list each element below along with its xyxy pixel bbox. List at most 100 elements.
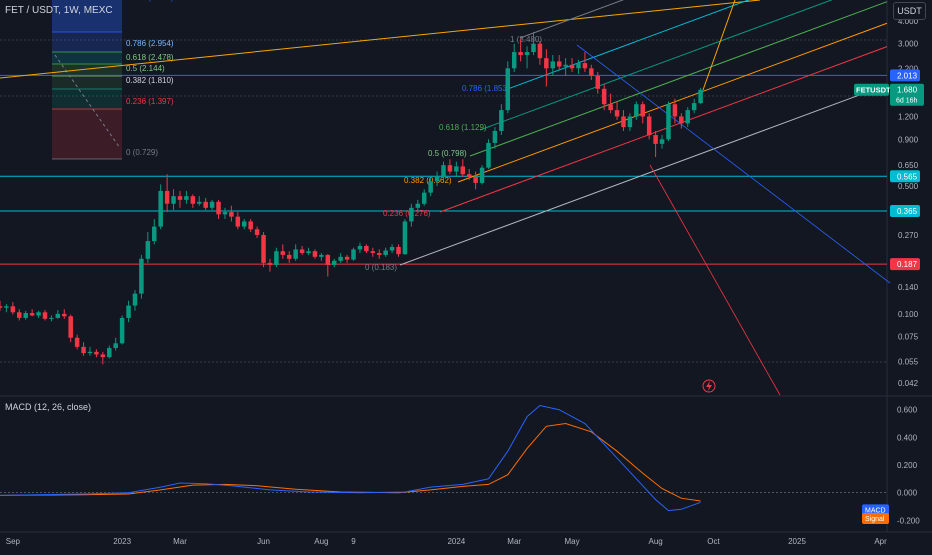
price-level-tag [890, 170, 920, 183]
candle-body [261, 234, 266, 263]
candle-body [319, 254, 324, 257]
fib-left-level-label: 0.382 (1.810) [126, 76, 174, 85]
candle-body [331, 260, 337, 265]
symbol-title: FET / USDT, 1W, MEXC [5, 5, 113, 16]
candle-body [672, 104, 678, 117]
candle-body [679, 116, 684, 124]
candle-body [402, 221, 408, 255]
fib-left-band [52, 109, 122, 159]
candle-body [49, 317, 54, 319]
candle-body [42, 312, 48, 319]
candle-body [126, 305, 131, 318]
candle-body [357, 245, 363, 250]
candle-body [68, 316, 73, 338]
fib-channel-line [439, 46, 888, 213]
time-axis-tick: Aug [648, 537, 662, 546]
candle-body [171, 196, 176, 204]
lightning-icon [702, 379, 716, 393]
price-level-tag-text: 0.565 [897, 172, 918, 181]
price-axis-tick: 0.042 [898, 379, 919, 388]
candle-body [351, 249, 356, 260]
time-axis-tick: Aug [314, 537, 328, 546]
candle-body [152, 226, 157, 242]
candle-body [74, 337, 80, 347]
candle-body [293, 249, 298, 259]
candle-body [17, 312, 22, 318]
candle-body [646, 116, 652, 136]
candle-body [184, 196, 189, 200]
candle-body [36, 312, 41, 316]
price-axis-tick: 2.200 [898, 64, 919, 73]
time-axis-tick: May [564, 537, 579, 546]
fib-channel-line [504, 0, 750, 91]
candle-body [87, 351, 93, 354]
lightning-icon [706, 381, 712, 391]
macd-axis-tick: 0.000 [897, 489, 918, 498]
macd-signal-line [0, 422, 701, 502]
time-axis-tick: Jun [257, 537, 270, 546]
price-axis-tick: 4.000 [898, 17, 919, 26]
time-axis-tick: Apr [874, 537, 887, 546]
blue-downtrend-line [576, 44, 891, 284]
fib-channel-level-label: 0.5 (0.798) [428, 149, 467, 158]
price-axis-tick: 0.055 [898, 357, 919, 366]
fib-channel-line [399, 84, 888, 266]
time-axis-tick: Sep [6, 537, 21, 546]
candle-body [338, 256, 343, 261]
symbol-tag-text: FETUSDT [856, 86, 891, 95]
candle-body [62, 313, 67, 317]
unit-button[interactable]: USDT [893, 2, 926, 20]
candle-body [653, 135, 658, 144]
candle-body [421, 192, 427, 204]
candle-body [454, 166, 459, 172]
candle-body [666, 104, 671, 140]
candle-body [10, 306, 16, 313]
fib-channel-line [469, 1, 888, 157]
fib-left-level-label: 0.618 (2.478) [126, 53, 174, 62]
candle-body [524, 52, 530, 56]
fib-left-band [52, 76, 122, 89]
time-axis-tick: Oct [707, 537, 720, 546]
candle-body [229, 212, 234, 217]
candle-body [434, 177, 440, 182]
time-axis-tick: Mar [507, 537, 521, 546]
candle-body [312, 251, 318, 257]
fib-left-band [52, 89, 122, 109]
candle-body [203, 201, 208, 208]
candle-body [145, 241, 151, 259]
price-axis-tick: 0.650 [898, 161, 919, 170]
candle-body [441, 165, 446, 178]
price-axis-tick: 1.200 [898, 112, 919, 121]
candle-body [280, 251, 286, 255]
fib-left-band [52, 32, 122, 52]
fib-left-band [52, 0, 122, 32]
candle-body [608, 104, 613, 111]
candle-body [0, 306, 3, 308]
time-axis-tick: 9 [351, 537, 356, 546]
candle-body [601, 88, 607, 105]
candle-body [447, 165, 453, 172]
fib-channel-level-label: 0.618 (1.129) [439, 123, 487, 132]
fib-left-band [52, 52, 122, 64]
candle-body [537, 43, 543, 59]
candle-body [376, 253, 382, 255]
candle-body [4, 306, 9, 308]
fib-left-level-label: 0.5 (2.144) [126, 64, 165, 73]
projection-line [702, 0, 736, 91]
symbol-tag [854, 83, 889, 96]
candle-body [254, 229, 260, 235]
candle-body [473, 177, 478, 183]
candle-body [492, 130, 498, 143]
fib-channel-line [519, 0, 625, 39]
candle-body [248, 221, 253, 230]
candle-body [576, 63, 581, 69]
macd-axis-tick: 0.400 [897, 433, 918, 442]
candle-body [299, 249, 305, 254]
candle-body [428, 181, 433, 193]
macd-legend-tag-text: MACD [865, 507, 886, 514]
candle-body [550, 61, 556, 69]
candle-body [698, 89, 703, 104]
candle-body [164, 190, 170, 204]
